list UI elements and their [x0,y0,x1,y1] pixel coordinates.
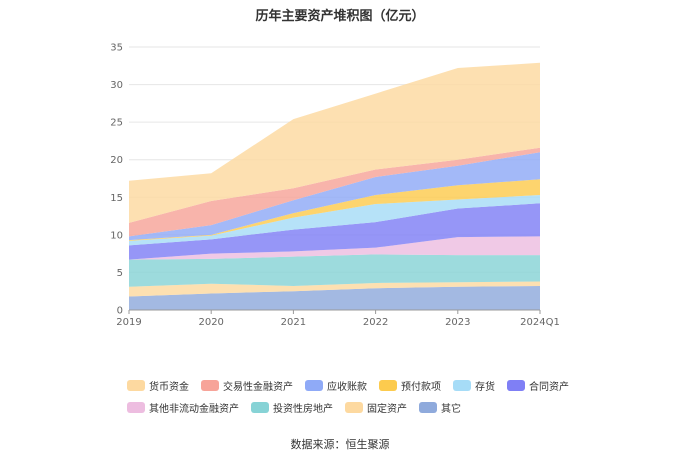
legend-swatch [127,380,145,391]
legend-item[interactable]: 存货 [453,378,495,393]
y-tick-label: 25 [110,118,123,129]
legend-label: 合同资产 [529,382,569,393]
x-tick-label: 2019 [116,317,141,328]
y-tick-label: 15 [110,193,123,204]
x-tick-label: 2020 [198,317,223,328]
legend-label: 其它 [441,404,461,415]
legend-item[interactable]: 投资性房地产 [251,400,333,415]
legend-swatch [345,402,363,413]
area-series-5[interactable] [129,195,540,246]
area-series-8[interactable] [129,147,540,237]
x-tick-label: 2021 [281,317,306,328]
legend-label: 其他非流动金融资产 [149,404,239,415]
axes: 0 5 10 15 20 25 30 35 2019 2020 2021 2022 2023 2024Q1 [110,43,560,329]
legend-label: 固定资产 [367,404,407,415]
legend-label: 交易性金融资产 [223,382,293,393]
legend-item[interactable]: 应收账款 [305,378,367,393]
chart-title: 历年主要资产堆积图（亿元） [255,9,425,24]
y-tick-label: 5 [117,268,123,279]
y-tick-label: 0 [117,306,123,317]
area-series-7[interactable] [129,152,540,241]
area-series-6[interactable] [129,179,540,241]
legend-item[interactable]: 固定资产 [345,400,407,415]
legend-label: 货币资金 [149,382,189,393]
legend-item[interactable]: 其它 [419,400,461,415]
x-tick-label: 2024Q1 [520,317,560,328]
y-tick-label: 35 [110,43,123,54]
y-tick-label: 20 [110,155,123,166]
legend-swatch [251,402,269,413]
legend-swatch [507,380,525,391]
legend-swatch [305,380,323,391]
area-series-4[interactable] [129,203,540,260]
area-series-0[interactable] [129,285,540,310]
legend-label: 投资性房地产 [273,404,333,415]
legend-swatch [453,380,471,391]
legend-item[interactable]: 交易性金融资产 [201,378,293,393]
x-tick-label: 2023 [445,317,470,328]
area-series-2[interactable] [129,254,540,287]
legend-swatch [201,380,219,391]
legend: 货币资金 交易性金融资产 应收账款 预付款项 存货 合同资产其他非流动金融资产 投资性房地产… [127,378,597,415]
data-source: 数据来源：恒生聚源 [290,438,390,451]
legend-swatch [379,380,397,391]
stacked-areas [129,62,540,310]
legend-swatch [127,402,145,413]
area-series-3[interactable] [129,236,540,260]
legend-item[interactable]: 其他非流动金融资产 [127,400,239,415]
legend-item[interactable]: 预付款项 [379,378,441,393]
legend-label: 存货 [475,382,495,393]
y-tick-label: 30 [110,80,123,91]
area-series-9[interactable] [129,62,540,223]
area-series-1[interactable] [129,281,540,297]
legend-item[interactable]: 货币资金 [127,378,189,393]
legend-swatch [419,402,437,413]
x-tick-label: 2022 [363,317,388,328]
legend-item[interactable]: 合同资产 [507,378,569,393]
legend-label: 应收账款 [327,382,367,393]
legend-label: 预付款项 [401,382,441,393]
y-tick-label: 10 [110,230,123,241]
